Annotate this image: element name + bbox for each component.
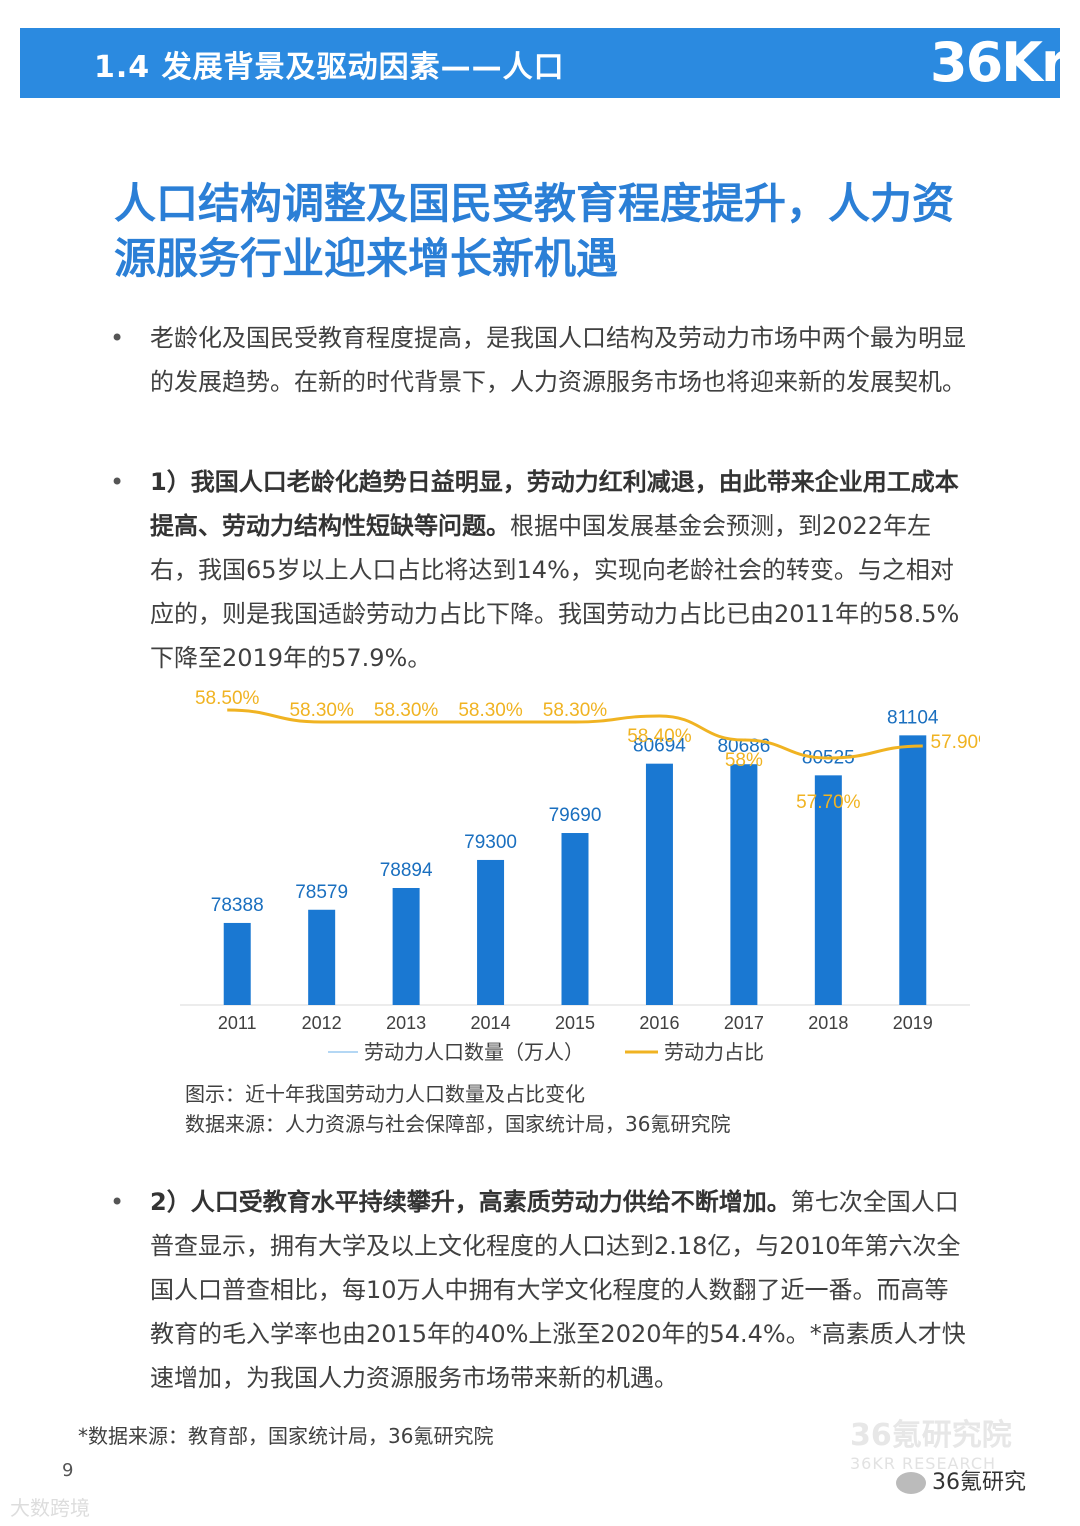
x-tick-2014: 2014 (471, 1013, 511, 1033)
figure-caption: 图示：近十年我国劳动力人口数量及占比变化 (185, 1082, 585, 1106)
bar-label-2019: 81104 (887, 707, 939, 728)
bullet-dot-icon: • (110, 324, 125, 352)
legend-bar-label: 劳动力人口数量（万人） (364, 1040, 584, 1064)
x-tick-2015: 2015 (555, 1013, 595, 1033)
bar-label-2014: 79300 (464, 832, 517, 853)
page-number: 9 (62, 1460, 74, 1481)
section-title: 1.4 发展背景及驱动因素——人口 (94, 50, 565, 85)
labor-chart: 78388 2011 78579 2012 78894 2013 79300 2014 7969… (180, 660, 995, 1080)
bar-2017 (730, 764, 758, 1005)
bar-label-2011: 78388 (211, 895, 264, 916)
x-tick-2017: 2017 (724, 1013, 764, 1033)
wechat-account: 36氪研究 (896, 1464, 1026, 1496)
bar-label-2016: 80694 (633, 736, 686, 757)
line-label-2019: 57.90% (931, 732, 980, 753)
x-tick-2013: 2013 (386, 1013, 426, 1033)
bullet-3-bold: 2）人口受教育水平持续攀升，高素质劳动力供给不断增加。 (150, 1188, 791, 1216)
x-tick-2018: 2018 (808, 1013, 848, 1033)
header-bar: 1.4 发展背景及驱动因素——人口 36Kr (20, 28, 1068, 98)
bar-label-2015: 79690 (549, 805, 602, 826)
bar-2013 (392, 887, 420, 1005)
bullet-1: • 老龄化及国民受教育程度提高，是我国人口结构及劳动力市场中两个最为明显的发展趋… (110, 316, 970, 404)
labor-chart-svg: 78388 2011 78579 2012 78894 2013 79300 2014 7969… (180, 688, 995, 1064)
bullet-3-text: 第七次全国人口普查显示，拥有大学及以上文化程度的人口达到2.18亿，与2010年… (150, 1188, 966, 1392)
line-label-2013: 58.30% (374, 700, 439, 721)
line-label-2014: 58.30% (458, 700, 523, 721)
bar-2016 (645, 763, 673, 1005)
bar-2015 (561, 833, 589, 1005)
x-tick-2011: 2011 (218, 1013, 257, 1033)
x-tick-2012: 2012 (302, 1013, 342, 1033)
bar-2011 (223, 922, 251, 1005)
line-label-2016: 58.40% (627, 726, 692, 747)
bar-2014 (477, 859, 505, 1005)
x-tick-2016: 2016 (639, 1013, 679, 1033)
bar-2018 (814, 775, 842, 1005)
bar-2019 (899, 735, 927, 1005)
brand-logo: 36Kr (930, 31, 1068, 94)
bullet-1-text: 老龄化及国民受教育程度提高，是我国人口结构及劳动力市场中两个最为明显的发展趋势。… (150, 324, 966, 396)
footnote: *数据来源：教育部，国家统计局，36氪研究院 (78, 1424, 494, 1448)
line-label-2015: 58.30% (543, 700, 608, 721)
line-label-2012: 58.30% (289, 700, 354, 721)
bullet-dot-icon: • (110, 1188, 125, 1216)
wechat-account-name: 36氪研究 (932, 1470, 1026, 1495)
bullet-2-bold: 1）我国人口老龄化趋势日益明显，劳动力红利减退，由此带来企业用工成本提高、劳动力… (150, 468, 959, 540)
bar-label-2013: 78894 (380, 860, 433, 881)
source-caption: 数据来源：人力资源与社会保障部，国家统计局，36氪研究院 (185, 1112, 731, 1136)
bullet-dot-icon: • (110, 468, 125, 496)
legend-line-label: 劳动力占比 (664, 1040, 764, 1064)
wechat-icon (896, 1472, 926, 1494)
line-label-2018: 57.70% (796, 792, 861, 813)
watermark: 36氪研究院 (850, 1418, 1012, 1453)
line-labor-ratio (227, 708, 923, 760)
bullet-2: • 1）我国人口老龄化趋势日益明显，劳动力红利减退，由此带来企业用工成本提高、劳… (110, 460, 970, 680)
bar-label-2012: 78579 (295, 882, 348, 903)
bullet-3: • 2）人口受教育水平持续攀升，高素质劳动力供给不断增加。第七次全国人口普查显示… (110, 1180, 970, 1400)
bar-2012 (308, 909, 336, 1005)
bullet-2-text: 根据中国发展基金会预测，到2022年左右，我国65岁以上人口占比将达到14%，实… (150, 512, 960, 672)
x-tick-2019: 2019 (893, 1013, 933, 1033)
watermark-sub: 36KR RESEARCH (850, 1454, 997, 1473)
line-label-2011: 58.50% (195, 688, 260, 709)
corner-watermark: 大数跨境 (10, 1496, 90, 1520)
line-label-2017: 58% (725, 750, 763, 771)
page-title: 人口结构调整及国民受教育程度提升，人力资源服务行业迎来增长新机遇 (114, 179, 955, 283)
